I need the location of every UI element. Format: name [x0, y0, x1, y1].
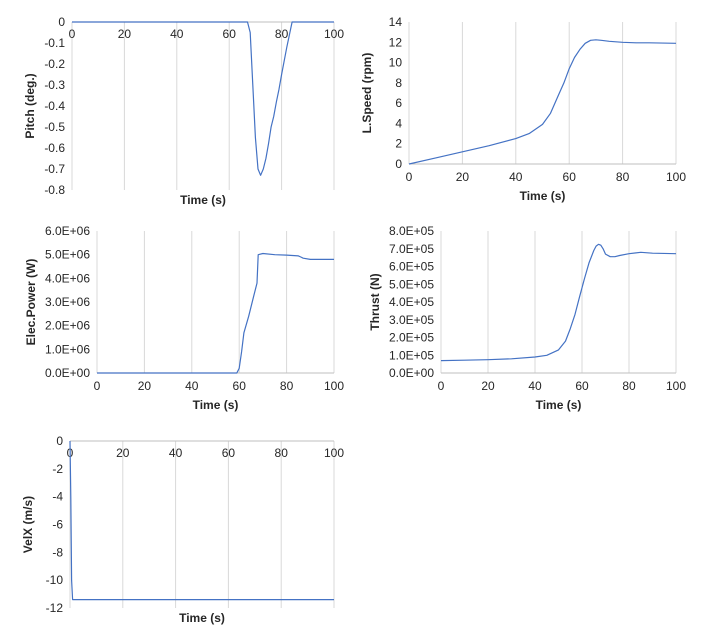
x-axis-title: Time (s) [536, 398, 582, 412]
y-tick-label: 8.0E+05 [389, 224, 434, 238]
y-tick-label: 4.0E+05 [389, 295, 434, 309]
y-tick-label: 0.0E+00 [45, 366, 90, 380]
y-tick-label: -0.7 [44, 162, 65, 176]
y-axis-title: Thrust (N) [368, 273, 382, 330]
x-tick-label: 80 [280, 379, 294, 393]
x-tick-label: 40 [169, 446, 183, 460]
y-axis-title: L.Speed (rpm) [360, 53, 374, 134]
chart-1: 0 20 40 60 80 100 0 -0.1 -0.2 -0.3 -0.4 -0.5 -0.6 -0.… [23, 15, 344, 207]
y-axis-title: Pitch (deg.) [23, 73, 37, 138]
y-tick-label: 6 [395, 96, 402, 110]
x-tick-label: 60 [223, 27, 237, 41]
y-axis-title: Elec.Power (W) [24, 259, 38, 346]
x-tick-label: 20 [138, 379, 152, 393]
y-tick-label: 2.0E+06 [45, 319, 90, 333]
x-axis-title: Time (s) [520, 189, 566, 203]
series-line [440, 243, 677, 362]
y-tick-label: 10 [389, 56, 403, 70]
y-tick-label: -2 [52, 462, 63, 476]
x-tick-label: 20 [456, 170, 470, 184]
y-tick-label: -6 [52, 518, 63, 532]
chart-3: 0 20 40 60 80 100 0.0E+00 1.0E+06 2.0E+06 3.0E+06… [24, 224, 344, 412]
y-tick-label: -0.3 [44, 78, 65, 92]
x-tick-label: 100 [666, 379, 686, 393]
x-tick-label: 60 [233, 379, 247, 393]
x-tick-label: 40 [170, 27, 184, 41]
y-tick-label: -10 [46, 573, 64, 587]
x-tick-label: 80 [616, 170, 630, 184]
y-tick-label: 3.0E+05 [389, 313, 434, 327]
x-tick-label: 60 [575, 379, 589, 393]
y-tick-label: 8 [395, 76, 402, 90]
x-tick-label: 0 [438, 379, 445, 393]
x-tick-label: 80 [622, 379, 636, 393]
y-tick-label: -0.1 [44, 36, 65, 50]
x-tick-label: 20 [118, 27, 132, 41]
y-tick-label: 0 [58, 15, 65, 29]
x-tick-label: 40 [185, 379, 199, 393]
x-axis-title: Time (s) [180, 193, 226, 207]
y-tick-label: -0.5 [44, 120, 65, 134]
x-tick-label: 0 [406, 170, 413, 184]
x-tick-label: 60 [563, 170, 577, 184]
y-tick-label: -0.6 [44, 141, 65, 155]
x-tick-label: 100 [324, 446, 344, 460]
y-tick-label: 6.0E+05 [389, 260, 434, 274]
x-tick-label: 100 [324, 379, 344, 393]
y-tick-label: -4 [52, 490, 63, 504]
y-tick-label: 1.0E+05 [389, 348, 434, 362]
y-axis-title: VelX (m/s) [21, 496, 35, 553]
x-tick-label: 20 [116, 446, 130, 460]
x-tick-label: 80 [275, 446, 289, 460]
x-tick-label: 40 [528, 379, 542, 393]
x-tick-label: 80 [275, 27, 289, 41]
x-tick-label: 0 [94, 379, 101, 393]
x-tick-label: 100 [324, 27, 344, 41]
y-tick-label: -12 [46, 601, 64, 615]
chart-4: 0 20 40 60 80 100 0.0E+00 1.0E+05 2.0E+05 3.0E+05… [368, 224, 686, 412]
y-tick-label: 12 [389, 35, 403, 49]
y-tick-label: -0.8 [44, 183, 65, 197]
x-tick-label: 60 [222, 446, 236, 460]
y-tick-label: -0.2 [44, 57, 65, 71]
x-tick-label: 20 [481, 379, 495, 393]
y-tick-label: 2.0E+05 [389, 331, 434, 345]
y-tick-label: 2 [395, 137, 402, 151]
y-tick-label: 5.0E+05 [389, 277, 434, 291]
y-tick-label: 4.0E+06 [45, 271, 90, 285]
series-line [408, 39, 677, 165]
y-tick-label: -8 [52, 545, 63, 559]
series-line [97, 252, 334, 374]
y-tick-label: 5.0E+06 [45, 248, 90, 262]
y-tick-label: -0.4 [44, 99, 65, 113]
x-tick-label: 0 [69, 27, 76, 41]
x-axis-title: Time (s) [193, 398, 239, 412]
x-axis-title: Time (s) [179, 611, 225, 625]
y-tick-label: 3.0E+06 [45, 295, 90, 309]
x-tick-label: 40 [509, 170, 523, 184]
y-tick-label: 1.0E+06 [45, 342, 90, 356]
y-tick-label: 14 [389, 15, 403, 29]
chart-2: 0 20 40 60 80 100 0 2 4 6 8 10 12 14 Time (s) L.Speed (… [360, 15, 686, 203]
x-tick-label: 100 [666, 170, 686, 184]
y-tick-label: 0 [56, 434, 63, 448]
y-tick-label: 0.0E+00 [389, 366, 434, 380]
y-tick-label: 0 [395, 157, 402, 171]
y-tick-label: 6.0E+06 [45, 224, 90, 238]
y-tick-label: 7.0E+05 [389, 242, 434, 256]
y-tick-label: 4 [395, 116, 402, 130]
series-line [69, 440, 334, 601]
series-line [72, 21, 334, 176]
